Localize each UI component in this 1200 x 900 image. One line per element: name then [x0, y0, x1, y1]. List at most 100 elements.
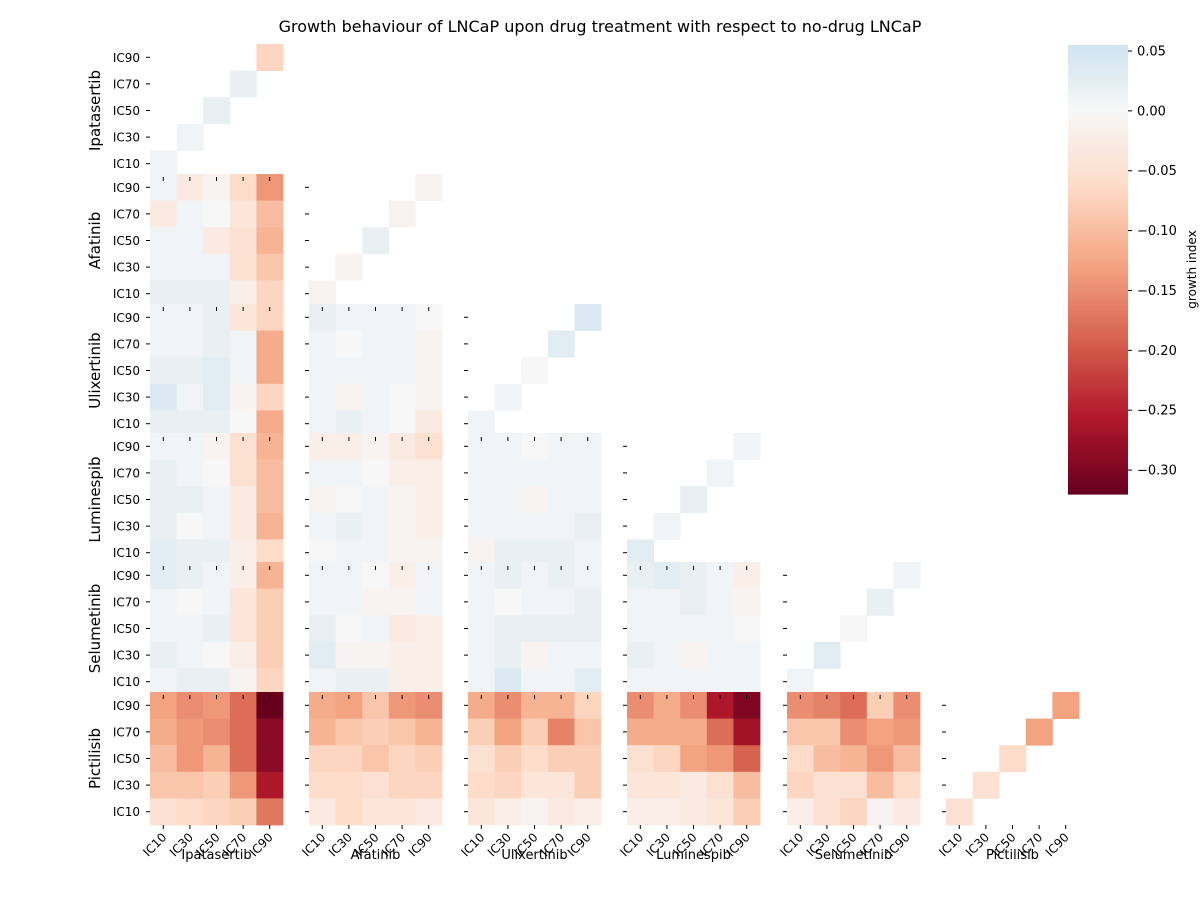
colorbar-segment: [1068, 329, 1128, 333]
heat-cell-pictilisib-ic30-x-luminespib-ic10: [627, 771, 654, 799]
heat-cell-pictilisib-ic70-x-luminespib-ic30: [653, 718, 681, 746]
heat-cell-pictilisib-ic30-x-ulixertinib-ic90: [574, 771, 602, 799]
heat-cell-luminespib-ic30-x-ipatasertib-ic10: [150, 512, 177, 540]
y-drug-label-ipatasertib: Ipatasertib: [86, 70, 104, 151]
heat-cell-selumetinib-ic10-x-ipatasertib-ic90: [256, 668, 284, 696]
colorbar-segment: [1068, 332, 1128, 336]
heat-cell-selumetinib-ic50-x-selumetinib-ic50: [840, 615, 868, 643]
heat-cell-selumetinib-ic70-x-luminespib-ic30: [653, 588, 681, 616]
heat-cell-afatinib-ic30-x-ipatasertib-ic70: [229, 253, 257, 281]
heat-cell-selumetinib-ic30-x-ulixertinib-ic70: [547, 641, 575, 669]
heat-cell-pictilisib-ic30-x-luminespib-ic30: [653, 771, 681, 799]
y-tick-label: IC90: [113, 569, 140, 583]
heat-cell-afatinib-ic50-x-ipatasertib-ic50: [203, 227, 231, 255]
heat-cell-pictilisib-ic30-x-ulixertinib-ic70: [547, 771, 575, 799]
heat-cell-afatinib-ic50-x-ipatasertib-ic30: [176, 227, 204, 255]
colorbar-segment: [1068, 284, 1128, 289]
colorbar-segment: [1068, 146, 1128, 151]
colorbar-segment: [1068, 74, 1128, 79]
heat-cell-luminespib-ic70-x-ipatasertib-ic10: [150, 459, 177, 487]
heat-cell-ulixertinib-ic10-x-afatinib-ic70: [388, 410, 416, 438]
heat-cell-pictilisib-ic30-x-ulixertinib-ic30: [494, 771, 522, 799]
heat-cell-pictilisib-ic10-x-ipatasertib-ic50: [203, 798, 231, 826]
heat-cell-pictilisib-ic30-x-afatinib-ic70: [388, 771, 416, 799]
heat-cell-luminespib-ic50-x-ulixertinib-ic50: [521, 486, 549, 514]
colorbar-segment: [1068, 179, 1128, 184]
heat-cell-luminespib-ic30-x-afatinib-ic30: [335, 512, 363, 540]
colorbar-label: growth index: [1185, 230, 1199, 308]
heat-cell-afatinib-ic10-x-ipatasertib-ic70: [229, 280, 257, 308]
colorbar-segment: [1068, 290, 1128, 295]
heat-cell-selumetinib-ic50-x-ulixertinib-ic30: [494, 615, 522, 643]
heat-cell-selumetinib-ic10-x-luminespib-ic70: [706, 668, 734, 696]
colorbar-segment: [1068, 275, 1128, 280]
heat-cell-pictilisib-ic10-x-afatinib-ic30: [335, 798, 363, 826]
heat-cell-selumetinib-ic10-x-afatinib-ic30: [335, 668, 363, 696]
y-tick-label: IC90: [113, 440, 140, 454]
colorbar-segment: [1068, 458, 1128, 462]
colorbar-segment: [1068, 443, 1128, 447]
heat-cell-pictilisib-ic50-x-ipatasertib-ic90: [256, 745, 284, 773]
colorbar-segment: [1068, 389, 1128, 393]
colorbar-segment: [1068, 326, 1128, 330]
heat-cell-pictilisib-ic70-x-selumetinib-ic50: [840, 718, 868, 746]
heat-cell-selumetinib-ic50-x-afatinib-ic30: [335, 615, 363, 643]
colorbar-segment: [1068, 455, 1128, 459]
colorbar-segment: [1068, 440, 1128, 444]
heat-cell-selumetinib-ic70-x-ulixertinib-ic50: [521, 588, 549, 616]
heat-cell-selumetinib-ic70-x-afatinib-ic10: [309, 588, 336, 616]
colorbar-segment: [1068, 122, 1128, 127]
heat-cell-ulixertinib-ic70-x-ipatasertib-ic90: [256, 330, 284, 358]
heat-cell-luminespib-ic50-x-ipatasertib-ic10: [150, 486, 177, 514]
heat-cell-ulixertinib-ic50-x-ipatasertib-ic50: [203, 357, 231, 385]
heat-cell-pictilisib-ic30-x-selumetinib-ic90: [893, 771, 921, 799]
heat-cell-pictilisib-ic10-x-luminespib-ic30: [653, 798, 681, 826]
heat-cell-pictilisib-ic50-x-ipatasertib-ic30: [176, 745, 204, 773]
colorbar-segment: [1068, 461, 1128, 465]
heat-cell-pictilisib-ic70-x-ulixertinib-ic10: [468, 718, 495, 746]
colorbar-segment: [1068, 425, 1128, 429]
colorbar-segment: [1068, 59, 1128, 64]
heat-cell-pictilisib-ic30-x-ipatasertib-ic30: [176, 771, 204, 799]
heat-cell-ulixertinib-ic70-x-ipatasertib-ic10: [150, 330, 177, 358]
heat-cell-ulixertinib-ic10-x-afatinib-ic10: [309, 410, 336, 438]
heat-cell-pictilisib-ic10-x-selumetinib-ic30: [813, 798, 841, 826]
heat-cell-ulixertinib-ic70-x-afatinib-ic10: [309, 330, 336, 358]
heat-cell-pictilisib-ic50-x-luminespib-ic70: [706, 745, 734, 773]
heat-cell-luminespib-ic30-x-ulixertinib-ic30: [494, 512, 522, 540]
heat-cell-pictilisib-ic10-x-afatinib-ic70: [388, 798, 416, 826]
y-tick-label: IC50: [113, 622, 140, 636]
y-tick-label: IC50: [113, 752, 140, 766]
heat-cell-luminespib-ic70-x-ipatasertib-ic90: [256, 459, 284, 487]
x-tick-label: IC90: [565, 830, 594, 859]
heat-cell-pictilisib-ic70-x-luminespib-ic50: [680, 718, 708, 746]
heat-cell-luminespib-ic70-x-afatinib-ic90: [415, 459, 443, 487]
heat-cell-selumetinib-ic10-x-ulixertinib-ic70: [547, 668, 575, 696]
heat-cell-luminespib-ic50-x-ulixertinib-ic30: [494, 486, 522, 514]
heat-cell-ulixertinib-ic50-x-afatinib-ic90: [415, 357, 443, 385]
y-tick-label: IC10: [113, 805, 140, 819]
heat-cell-luminespib-ic30-x-ipatasertib-ic70: [229, 512, 257, 540]
heat-cell-pictilisib-ic70-x-ulixertinib-ic70: [547, 718, 575, 746]
colorbar-segment: [1068, 449, 1128, 453]
heat-cell-selumetinib-ic50-x-luminespib-ic30: [653, 615, 681, 643]
heat-cell-selumetinib-ic50-x-ulixertinib-ic50: [521, 615, 549, 643]
colorbar-segment: [1068, 227, 1128, 232]
heat-cell-luminespib-ic70-x-ulixertinib-ic70: [547, 459, 575, 487]
colorbar-segment: [1068, 245, 1128, 250]
heat-cell-luminespib-ic50-x-ulixertinib-ic10: [468, 486, 495, 514]
y-tick-label: IC90: [113, 51, 140, 65]
colorbar-segment: [1068, 209, 1128, 214]
heat-cell-ulixertinib-ic70-x-afatinib-ic30: [335, 330, 363, 358]
heat-cell-luminespib-ic70-x-ulixertinib-ic90: [574, 459, 602, 487]
heat-cell-selumetinib-ic10-x-luminespib-ic50: [680, 668, 708, 696]
colorbar-segment: [1068, 287, 1128, 292]
heat-cell-ulixertinib-ic30-x-ipatasertib-ic30: [176, 383, 204, 411]
y-tick-label: IC90: [113, 181, 140, 195]
colorbar-segment: [1068, 224, 1128, 229]
heat-cell-luminespib-ic70-x-afatinib-ic30: [335, 459, 363, 487]
y-drug-label-pictilisib: Pictilisib: [86, 728, 104, 789]
heat-cell-selumetinib-ic50-x-ulixertinib-ic10: [468, 615, 495, 643]
colorbar-segment: [1068, 221, 1128, 226]
heat-cell-luminespib-ic10-x-ulixertinib-ic70: [547, 539, 575, 567]
